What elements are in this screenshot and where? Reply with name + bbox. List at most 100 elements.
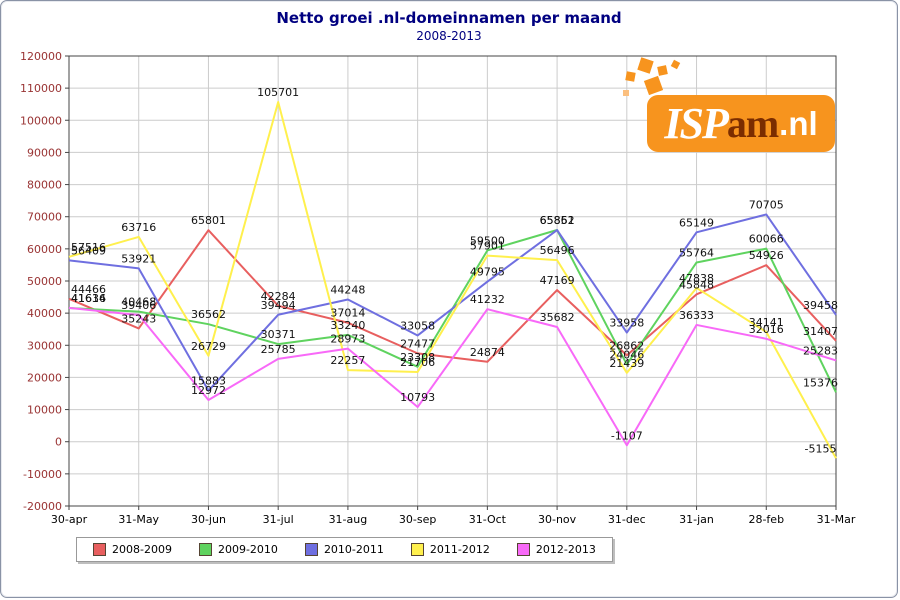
x-tick-label: 31-jul [263, 513, 294, 526]
point-label: 65862 [540, 214, 575, 227]
point-label: 24874 [470, 346, 505, 359]
point-label: 33058 [400, 319, 435, 332]
y-tick-label: -20000 [23, 500, 62, 513]
legend-swatch [410, 543, 424, 556]
point-label: 39494 [261, 299, 296, 312]
point-label: 26729 [191, 340, 226, 353]
point-label: 65149 [679, 216, 714, 229]
point-label: 56496 [540, 244, 575, 257]
logo-pixel-icon [623, 90, 629, 96]
legend-swatch [304, 543, 318, 556]
point-label: 21439 [609, 357, 644, 370]
point-label: -1107 [611, 429, 643, 442]
y-tick-label: 40000 [27, 307, 62, 320]
point-label: 53921 [121, 252, 156, 265]
logo-pixel-icon [670, 59, 681, 70]
legend-item-2008-2009: 2008-2009 [93, 543, 172, 556]
x-tick-label: 30-apr [51, 513, 88, 526]
point-label: 105701 [257, 86, 299, 99]
point-label: 54926 [749, 249, 784, 262]
point-label: 59500 [470, 234, 505, 247]
point-label: 15883 [191, 375, 226, 388]
point-label: 30371 [261, 328, 296, 341]
point-label: 49795 [470, 266, 505, 279]
logo-text-am: am [726, 101, 779, 146]
point-label: 36333 [679, 309, 714, 322]
legend-item-2012-2013: 2012-2013 [516, 543, 596, 556]
x-tick-label: 31-aug [329, 513, 368, 526]
ispam-logo: ISP am .nl [623, 57, 835, 155]
point-label: 56409 [71, 244, 106, 257]
legend-label: 2012-2013 [535, 543, 596, 556]
series-line-2010-2011 [68, 213, 837, 392]
point-label: 60066 [749, 233, 784, 246]
x-tick-label: 31-May [118, 513, 159, 526]
point-label: 28973 [330, 333, 365, 346]
point-label: 40468 [121, 296, 156, 309]
point-label: 26862 [609, 339, 644, 352]
x-tick-label: 28-feb [748, 513, 784, 526]
point-label: 55764 [679, 246, 714, 259]
point-label: 65851 [540, 214, 575, 227]
x-tick-label: 31-Mar [817, 513, 856, 526]
x-tick-label: 31-dec [608, 513, 646, 526]
x-tick-label: 31-Oct [469, 513, 507, 526]
logo-pixel-icon [657, 65, 668, 76]
point-label: 41232 [470, 293, 505, 306]
chart-title: Netto groei .nl-domeinnamen per maand [276, 9, 622, 27]
point-label: 33958 [609, 317, 644, 330]
point-label: 41614 [71, 292, 106, 305]
y-tick-label: 70000 [27, 211, 62, 224]
point-label: 39458 [803, 299, 838, 312]
y-tick-label: 30000 [27, 339, 62, 352]
legend-label: 2011-2012 [429, 543, 490, 556]
legend-item-2010-2011: 2010-2011 [304, 543, 384, 556]
y-tick-label: 120000 [20, 50, 62, 63]
point-label: 22257 [330, 354, 365, 367]
series-line-2012-2013 [68, 306, 837, 447]
point-label: 70705 [749, 198, 784, 211]
point-label: 34141 [749, 316, 784, 329]
logo-text-isp: ISP [664, 99, 729, 148]
point-label: 47169 [540, 274, 575, 287]
y-tick-label: 50000 [27, 275, 62, 288]
legend: 2008-2009 2009-2010 2010-2011 2011-2012 2012… [76, 537, 613, 562]
chart-subtitle: 2008-2013 [416, 29, 482, 43]
point-label: 44466 [71, 283, 106, 296]
point-label: 10793 [400, 391, 435, 404]
point-label: 12972 [191, 384, 226, 397]
y-tick-label: 0 [55, 436, 62, 449]
legend-label: 2008-2009 [112, 543, 172, 556]
series-line-2011-2012 [68, 100, 837, 459]
y-tick-label: 60000 [27, 243, 62, 256]
point-label: 15376 [803, 376, 838, 389]
legend-item-2011-2012: 2011-2012 [410, 543, 490, 556]
point-label: -5155 [805, 442, 837, 455]
y-tick-label: 100000 [20, 114, 62, 127]
point-label: 63716 [121, 221, 156, 234]
legend-label: 2010-2011 [323, 543, 384, 556]
point-label: 23308 [400, 351, 435, 364]
point-label: 57516 [71, 241, 106, 254]
y-tick-label: 90000 [27, 146, 62, 159]
logo-pixel-icon [637, 57, 654, 74]
point-label: 37014 [330, 307, 365, 320]
legend-swatch [516, 543, 530, 556]
logo-pixel-icon [643, 75, 664, 96]
point-label: 25785 [261, 343, 296, 356]
point-label: 21706 [400, 356, 435, 369]
point-label: 39406 [121, 299, 156, 312]
point-label: 33240 [330, 319, 365, 332]
point-label: 27477 [400, 337, 435, 350]
point-label: 41636 [71, 292, 106, 305]
point-label: 25283 [803, 344, 838, 357]
point-label: 44248 [330, 283, 365, 296]
logo-pixel-icon [625, 71, 636, 82]
x-tick-label: 30-nov [538, 513, 577, 526]
y-tick-label: 10000 [27, 404, 62, 417]
x-tick-label: 30-jun [191, 513, 226, 526]
point-label: 65801 [191, 214, 226, 227]
x-tick-label: 31-jan [679, 513, 714, 526]
point-label: 32016 [749, 323, 784, 336]
